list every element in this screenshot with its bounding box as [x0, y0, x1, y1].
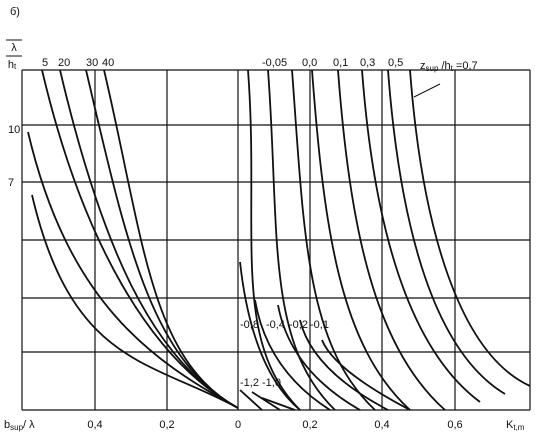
curve	[254, 299, 331, 411]
top-label-right: -0,05	[262, 57, 287, 69]
curve	[277, 304, 361, 411]
y-tick-label: 10	[8, 124, 20, 136]
curve	[27, 131, 239, 409]
curve	[387, 69, 506, 395]
x-tick-label: 0,4	[374, 419, 389, 431]
curve	[409, 69, 531, 387]
top-label-left: 40	[102, 57, 114, 69]
curve	[299, 319, 389, 411]
curves	[27, 69, 531, 411]
top-label-left: 5	[42, 57, 48, 69]
panel-label: б)	[10, 6, 20, 18]
z-sub: sup	[426, 64, 439, 73]
top-label-left: 30	[86, 57, 98, 69]
top-label-right: 0,0	[302, 57, 317, 69]
curve	[239, 389, 263, 411]
curve	[31, 194, 239, 409]
x-left-sub: sup	[10, 423, 23, 432]
z-label: zsup /ht =0,7	[420, 60, 478, 73]
curve	[311, 69, 411, 411]
curve	[239, 261, 301, 411]
z-main: z	[420, 60, 426, 72]
curve	[251, 391, 281, 411]
curve	[361, 69, 481, 403]
inner-label: -1,2	[240, 377, 259, 389]
leader-line	[413, 83, 441, 98]
curve	[103, 69, 239, 409]
curve	[247, 69, 301, 411]
z-end: =0,7	[453, 60, 478, 72]
y-numerator: λ	[11, 42, 17, 54]
top-label-right: 0,3	[360, 57, 375, 69]
x-tick-label: 0,6	[447, 419, 462, 431]
inner-label: -0,2	[289, 319, 308, 331]
x-tick-label: 0,2	[159, 419, 174, 431]
top-label-left: 20	[58, 57, 70, 69]
x-right-sub: t,m	[513, 423, 524, 432]
inner-label: -0,1	[310, 319, 329, 331]
x-tick-label: 0	[235, 419, 241, 431]
top-label-right: 0,5	[388, 57, 403, 69]
curve	[337, 69, 446, 411]
z-mid: /h	[438, 60, 450, 72]
top-label-right: 0,1	[333, 57, 348, 69]
inner-label: -0,8	[240, 319, 259, 331]
x-left-main: b	[4, 419, 10, 431]
x-tick-label: 0,2	[302, 419, 317, 431]
curve	[85, 69, 239, 409]
curve	[267, 69, 336, 411]
x-right-label: Kt,m	[506, 419, 525, 432]
x-tick-label: 0,4	[87, 419, 102, 431]
y-tick-label: 7	[8, 177, 14, 189]
y-denominator: ht	[8, 59, 17, 71]
curve	[59, 69, 239, 409]
x-left-label: bsup/ λ	[4, 419, 35, 432]
y-den-main: h	[8, 59, 14, 71]
inner-label: -1,0	[262, 377, 281, 389]
x-right-main: K	[506, 419, 514, 431]
inner-label: -0,4	[266, 319, 285, 331]
x-left-end: / λ	[23, 419, 35, 431]
curve	[291, 69, 376, 411]
curve	[321, 339, 411, 411]
y-den-sub: t	[14, 62, 17, 71]
grid	[21, 69, 531, 411]
z-sub2: t	[451, 64, 454, 73]
curve	[261, 397, 296, 411]
